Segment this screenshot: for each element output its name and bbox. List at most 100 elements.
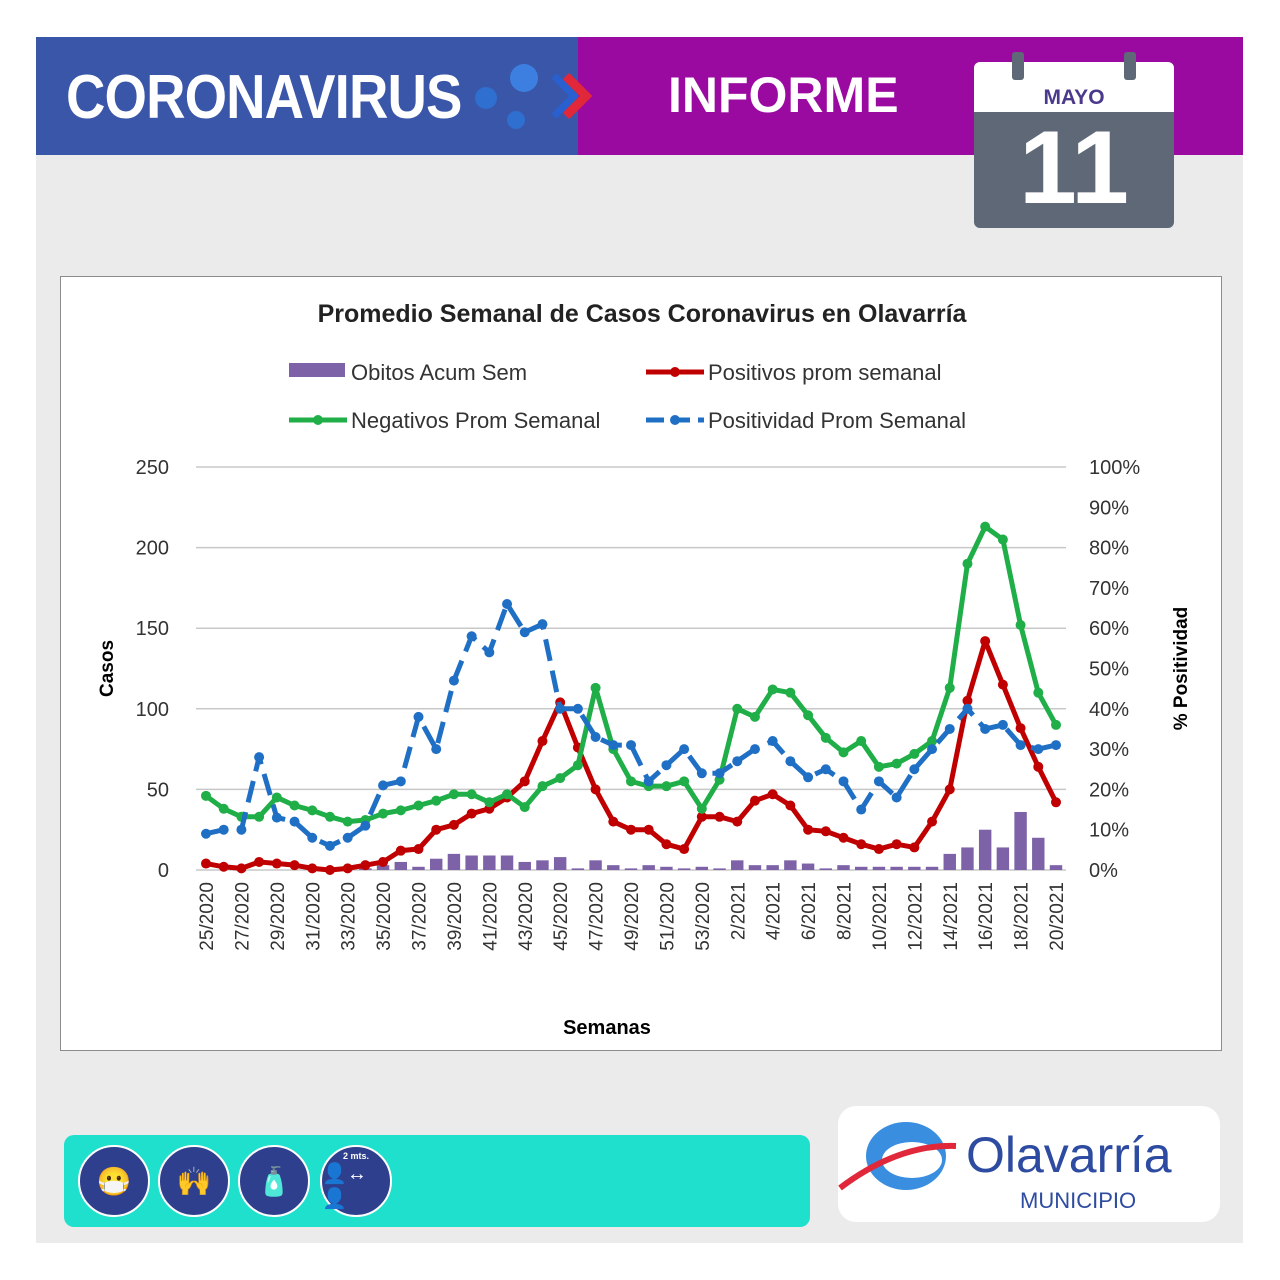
- point-2: [785, 687, 796, 698]
- point-1: [997, 679, 1008, 690]
- bar-obitos: [731, 860, 744, 870]
- point-2: [891, 758, 902, 769]
- logo-emblem-icon: [838, 1122, 957, 1191]
- bar-obitos: [447, 853, 461, 870]
- point-2: [1051, 719, 1061, 730]
- x-tick-label: 51/2020: [657, 882, 678, 951]
- bar-obitos: [978, 829, 992, 870]
- social-distance-icon: 2 mts. 👤↔👤: [320, 1145, 392, 1217]
- bar-obitos: [908, 866, 921, 870]
- x-tick-label: 8/2021: [835, 882, 856, 940]
- point-1: [891, 839, 902, 850]
- calendar-badge: MAYO 11: [974, 62, 1174, 228]
- point-1: [1033, 761, 1044, 772]
- municipio-logo: Olavarría MUNICIPIO: [838, 1106, 1220, 1222]
- point-1: [218, 861, 229, 872]
- point-1: [289, 860, 300, 871]
- point-1: [749, 795, 760, 806]
- y2-tick-label: 100%: [1089, 457, 1140, 479]
- bar-obitos: [429, 858, 443, 870]
- point-3: [679, 744, 690, 755]
- point-3: [590, 732, 601, 743]
- bar-obitos: [553, 857, 567, 870]
- x-tick-label: 39/2020: [445, 882, 466, 951]
- point-2: [749, 711, 760, 722]
- bar-obitos: [589, 860, 602, 870]
- report-title: INFORME: [668, 67, 899, 123]
- point-1: [324, 865, 335, 875]
- bar-obitos: [766, 865, 779, 870]
- point-2: [856, 736, 867, 747]
- point-2: [909, 748, 920, 759]
- x-tick-label: 41/2020: [480, 882, 501, 951]
- calendar-day: 11: [1019, 110, 1129, 226]
- y-tick-label: 250: [136, 457, 169, 479]
- point-1: [236, 863, 247, 874]
- point-1: [1051, 797, 1061, 808]
- header-title: CORONAVIRUS: [66, 63, 462, 132]
- y-tick-label: 200: [136, 538, 169, 560]
- y2-tick-label: 90%: [1089, 497, 1129, 519]
- point-1: [838, 832, 849, 843]
- bar-obitos: [1049, 865, 1063, 870]
- bar-obitos: [642, 865, 655, 870]
- point-3: [873, 776, 884, 787]
- x-tick-label: 53/2020: [693, 882, 714, 951]
- bar-obitos: [784, 860, 797, 870]
- point-3: [927, 744, 938, 755]
- point-1: [856, 839, 867, 850]
- point-2: [537, 781, 548, 792]
- point-1: [767, 789, 778, 800]
- point-3: [909, 764, 920, 775]
- point-3: [555, 703, 566, 714]
- point-3: [201, 828, 211, 839]
- point-3: [484, 647, 495, 658]
- point-1: [466, 808, 477, 819]
- point-3: [572, 703, 583, 714]
- y2-tick-label: 50%: [1089, 659, 1129, 681]
- bar-obitos: [943, 853, 956, 870]
- point-1: [590, 784, 601, 795]
- bar-obitos: [872, 866, 886, 870]
- chart-title: Promedio Semanal de Casos Coronavirus en…: [318, 300, 968, 328]
- legend-marker: [313, 415, 323, 425]
- point-2: [431, 795, 442, 806]
- bar-obitos: [996, 847, 1010, 870]
- point-3: [838, 776, 849, 787]
- point-1: [820, 826, 831, 837]
- y2-tick-label: 60%: [1089, 618, 1129, 640]
- x-tick-label: 35/2020: [374, 882, 395, 951]
- point-3: [431, 744, 442, 755]
- point-2: [218, 803, 229, 814]
- y2-tick-label: 10%: [1089, 820, 1129, 842]
- chart-container: Promedio Semanal de Casos Coronavirus en…: [60, 276, 1222, 1051]
- y2-tick-label: 70%: [1089, 578, 1129, 600]
- point-2: [307, 805, 318, 816]
- point-3: [289, 816, 300, 827]
- point-1: [679, 844, 690, 855]
- x-tick-label: 16/2021: [976, 882, 997, 951]
- point-3: [643, 776, 654, 787]
- point-2: [324, 811, 335, 822]
- point-3: [1033, 744, 1044, 755]
- point-3: [271, 812, 282, 823]
- point-1: [537, 736, 548, 747]
- bar-obitos: [677, 868, 691, 870]
- point-3: [661, 760, 672, 771]
- bar-obitos: [837, 865, 850, 870]
- bar-obitos: [607, 865, 620, 870]
- point-3: [519, 627, 530, 638]
- point-3: [502, 599, 513, 610]
- point-1: [803, 824, 814, 835]
- x-tick-label: 10/2021: [870, 882, 891, 951]
- point-3: [1051, 740, 1061, 751]
- x-tick-label: 25/2020: [197, 882, 218, 951]
- point-2: [448, 789, 459, 800]
- x-tick-label: 6/2021: [799, 882, 820, 940]
- point-2: [502, 789, 513, 800]
- point-2: [838, 747, 849, 758]
- x-tick-label: 37/2020: [410, 882, 431, 951]
- x-tick-label: 12/2021: [905, 882, 926, 951]
- y2-tick-label: 0%: [1089, 860, 1118, 882]
- point-2: [590, 682, 601, 693]
